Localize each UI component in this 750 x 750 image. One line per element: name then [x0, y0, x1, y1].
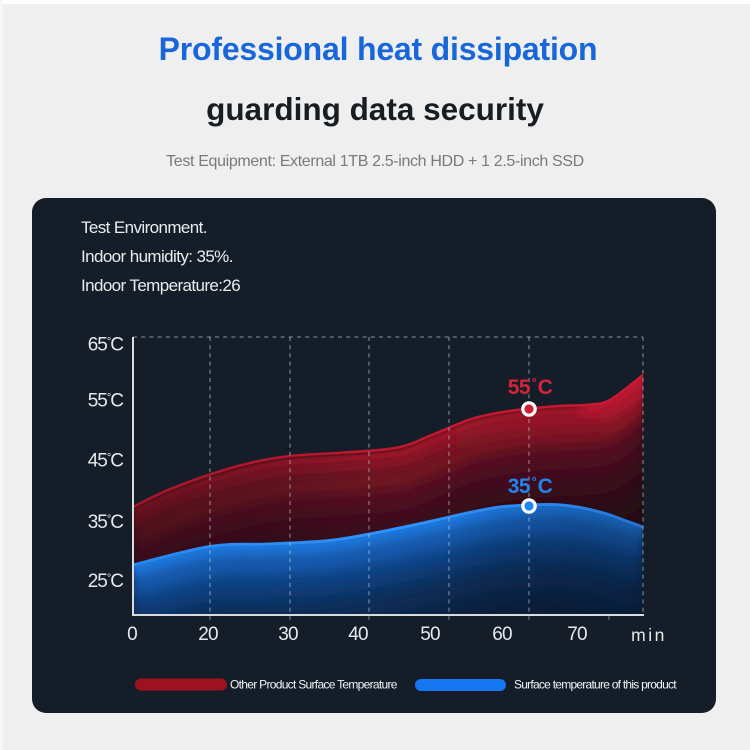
svg-text:55°C: 55°C: [88, 391, 124, 412]
svg-text:25°C: 25°C: [88, 571, 124, 592]
svg-text:20: 20: [198, 624, 218, 645]
svg-text:65°C: 65°C: [88, 335, 124, 356]
svg-text:min: min: [631, 625, 667, 645]
svg-text:45°C: 45°C: [88, 451, 124, 472]
svg-text:30: 30: [278, 624, 298, 645]
svg-text:Other Product Surface Temperat: Other Product Surface Temperature: [230, 678, 398, 692]
svg-text:Surface temperature of this pr: Surface temperature of this product: [514, 678, 677, 692]
svg-text:50: 50: [420, 624, 440, 645]
svg-text:70: 70: [567, 624, 587, 645]
svg-text:40: 40: [348, 624, 368, 645]
svg-text:35°C: 35°C: [508, 475, 553, 498]
svg-text:0: 0: [127, 624, 137, 645]
svg-text:35°C: 35°C: [88, 512, 124, 533]
svg-text:55°C: 55°C: [508, 376, 553, 399]
svg-text:60: 60: [492, 624, 512, 645]
